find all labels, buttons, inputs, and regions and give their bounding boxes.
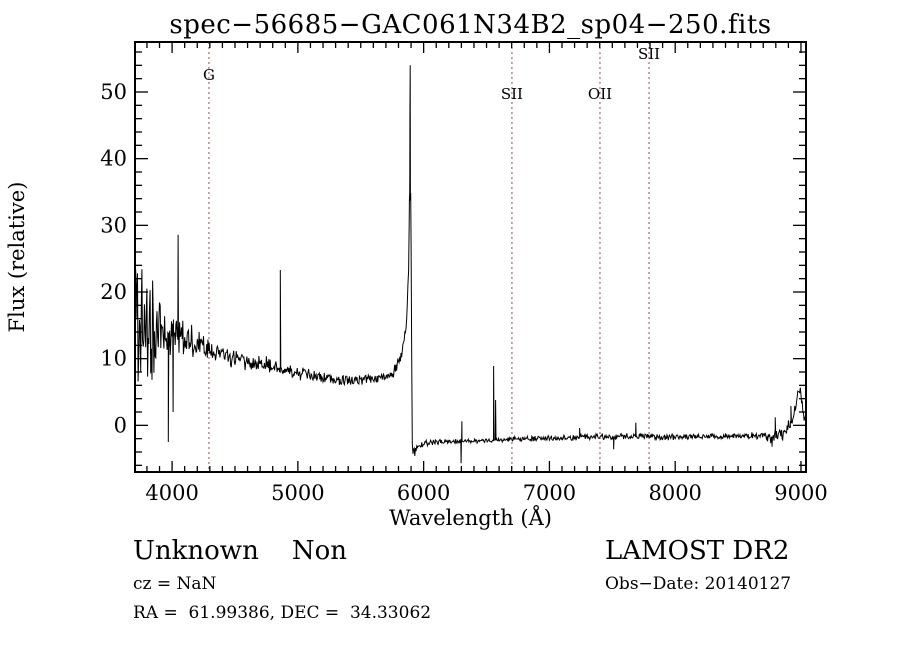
x-tick-label: 9000	[774, 481, 827, 505]
y-tick-label: 0	[114, 413, 127, 437]
spectrum-line	[135, 65, 806, 464]
ra-dec-value: RA = 61.99386, DEC = 34.33062	[133, 603, 432, 623]
survey-release-label: LAMOST DR2	[605, 536, 790, 566]
y-tick-label: 30	[100, 213, 127, 237]
spectral-line-label: SII	[501, 85, 523, 103]
obs-date-value: Obs−Date: 20140127	[605, 574, 792, 594]
y-tick-label: 20	[100, 280, 127, 304]
y-tick-label: 50	[100, 80, 127, 104]
spectral-line-label: G	[203, 66, 215, 84]
chart-title: spec−56685−GAC061N34B2_sp04−250.fits	[169, 10, 772, 40]
spectral-line-label: SII	[638, 45, 660, 63]
x-axis-label: Wavelength (Å)	[389, 506, 552, 530]
cz-value: cz = NaN	[133, 574, 217, 594]
y-tick-label: 40	[100, 147, 127, 171]
plot-frame	[134, 41, 807, 473]
x-tick-label: 4000	[145, 481, 198, 505]
y-tick-label: 10	[100, 347, 127, 371]
x-tick-label: 5000	[271, 481, 324, 505]
x-tick-label: 8000	[648, 481, 701, 505]
object-class-label: Unknown Non	[133, 536, 348, 566]
x-tick-label: 6000	[397, 481, 450, 505]
x-tick-label: 7000	[523, 481, 576, 505]
spectral-line-label: OII	[588, 85, 612, 103]
